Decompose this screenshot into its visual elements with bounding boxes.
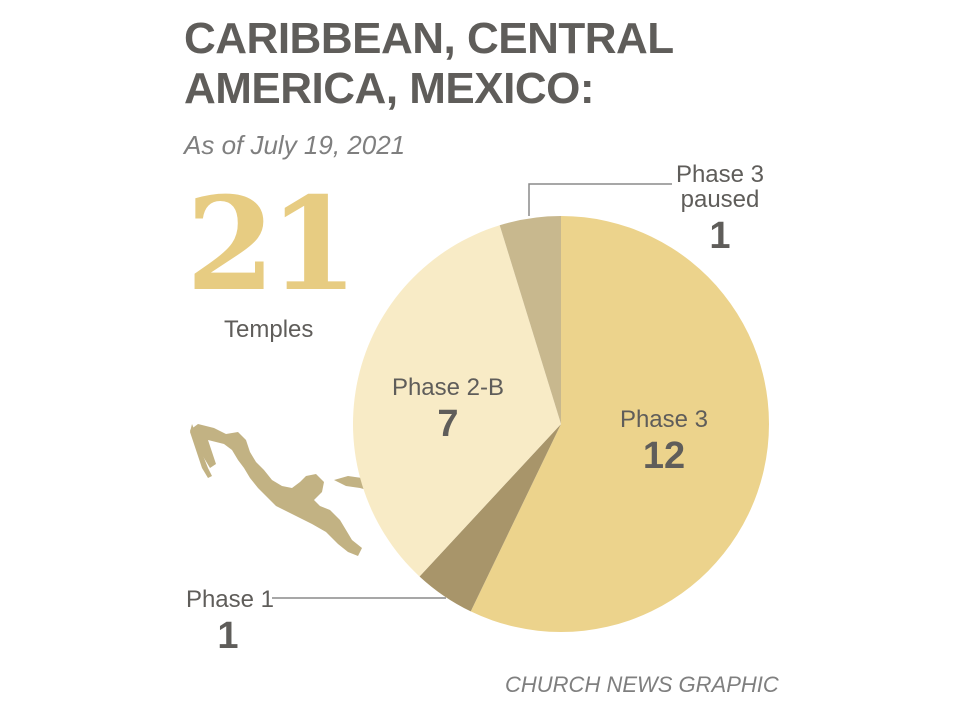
mexico-central-america-shape <box>190 424 362 556</box>
leader-line-phase-3-paused <box>528 183 672 216</box>
slice-value-phase-3: 12 <box>643 435 685 477</box>
title-line-2: AMERICA, MEXICO: <box>184 64 595 113</box>
slice-label-phase-3-paused-line1: Phase 3 <box>676 161 764 188</box>
chart-subtitle: As of July 19, 2021 <box>184 130 406 160</box>
source-credit: CHURCH NEWS GRAPHIC <box>505 672 779 697</box>
slice-label-phase-1: Phase 1 <box>186 586 274 613</box>
pie-slice-phase-1 <box>419 424 561 612</box>
slice-label-phase-3-paused-line2: paused <box>681 186 760 213</box>
slice-value-phase-1: 1 <box>217 615 238 657</box>
pie-slice-phase-3-paused <box>499 216 561 424</box>
slice-value-phase-3-paused: 1 <box>709 215 730 257</box>
baja-california-shape <box>190 424 212 478</box>
pie-slice-phase-3 <box>470 216 769 632</box>
total-label: Temples <box>224 316 314 343</box>
slice-label-phase-3: Phase 3 <box>620 406 708 433</box>
chart-title: CARIBBEAN, CENTRAL AMERICA, MEXICO: <box>184 14 784 114</box>
total-count: 21 <box>186 170 358 320</box>
slice-value-phase-2b: 7 <box>437 403 458 445</box>
slice-label-phase-2b: Phase 2-B <box>392 374 504 401</box>
leader-lines <box>272 183 672 599</box>
pie-slice-phase-2-b <box>353 225 561 577</box>
pie-slices <box>353 216 769 632</box>
slice-labels: Phase 3 12 Phase 2-B 7 Phase 3 paused 1 … <box>186 161 764 657</box>
title-line-1: CARIBBEAN, CENTRAL <box>184 14 674 63</box>
